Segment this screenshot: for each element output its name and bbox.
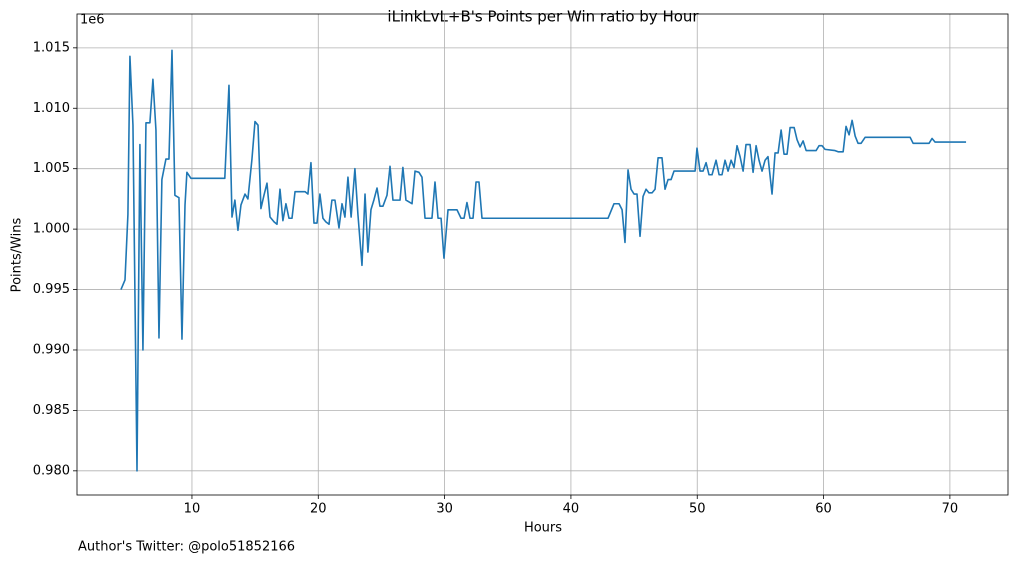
y-tick-label: 1.010 [33, 101, 70, 116]
y-axis-label: Points/Wins [10, 217, 25, 292]
y-offset-label: 1e6 [80, 13, 105, 28]
y-tick-label: 0.995 [33, 282, 70, 297]
x-tick-label: 60 [815, 502, 832, 517]
x-tick-label: 20 [310, 502, 327, 517]
y-tick-label: 0.990 [33, 342, 70, 357]
y-tick-label: 1.015 [33, 40, 70, 55]
y-tick-label: 0.980 [33, 463, 70, 478]
y-tick-label: 1.000 [33, 222, 70, 237]
x-axis-label: Hours [524, 521, 562, 536]
x-tick-label: 30 [436, 502, 453, 517]
x-tick-label: 50 [689, 502, 706, 517]
plot-frame [76, 13, 1009, 496]
y-tick-label: 0.985 [33, 403, 70, 418]
footnote: Author's Twitter: @polo51852166 [78, 540, 295, 555]
x-tick-label: 40 [563, 502, 580, 517]
data-line [120, 49, 967, 472]
x-tick-label: 10 [184, 502, 201, 517]
x-tick-label: 70 [942, 502, 959, 517]
chart-title: iLinkLvL+B's Points per Win ratio by Hou… [387, 8, 699, 26]
y-tick-label: 1.005 [33, 161, 70, 176]
